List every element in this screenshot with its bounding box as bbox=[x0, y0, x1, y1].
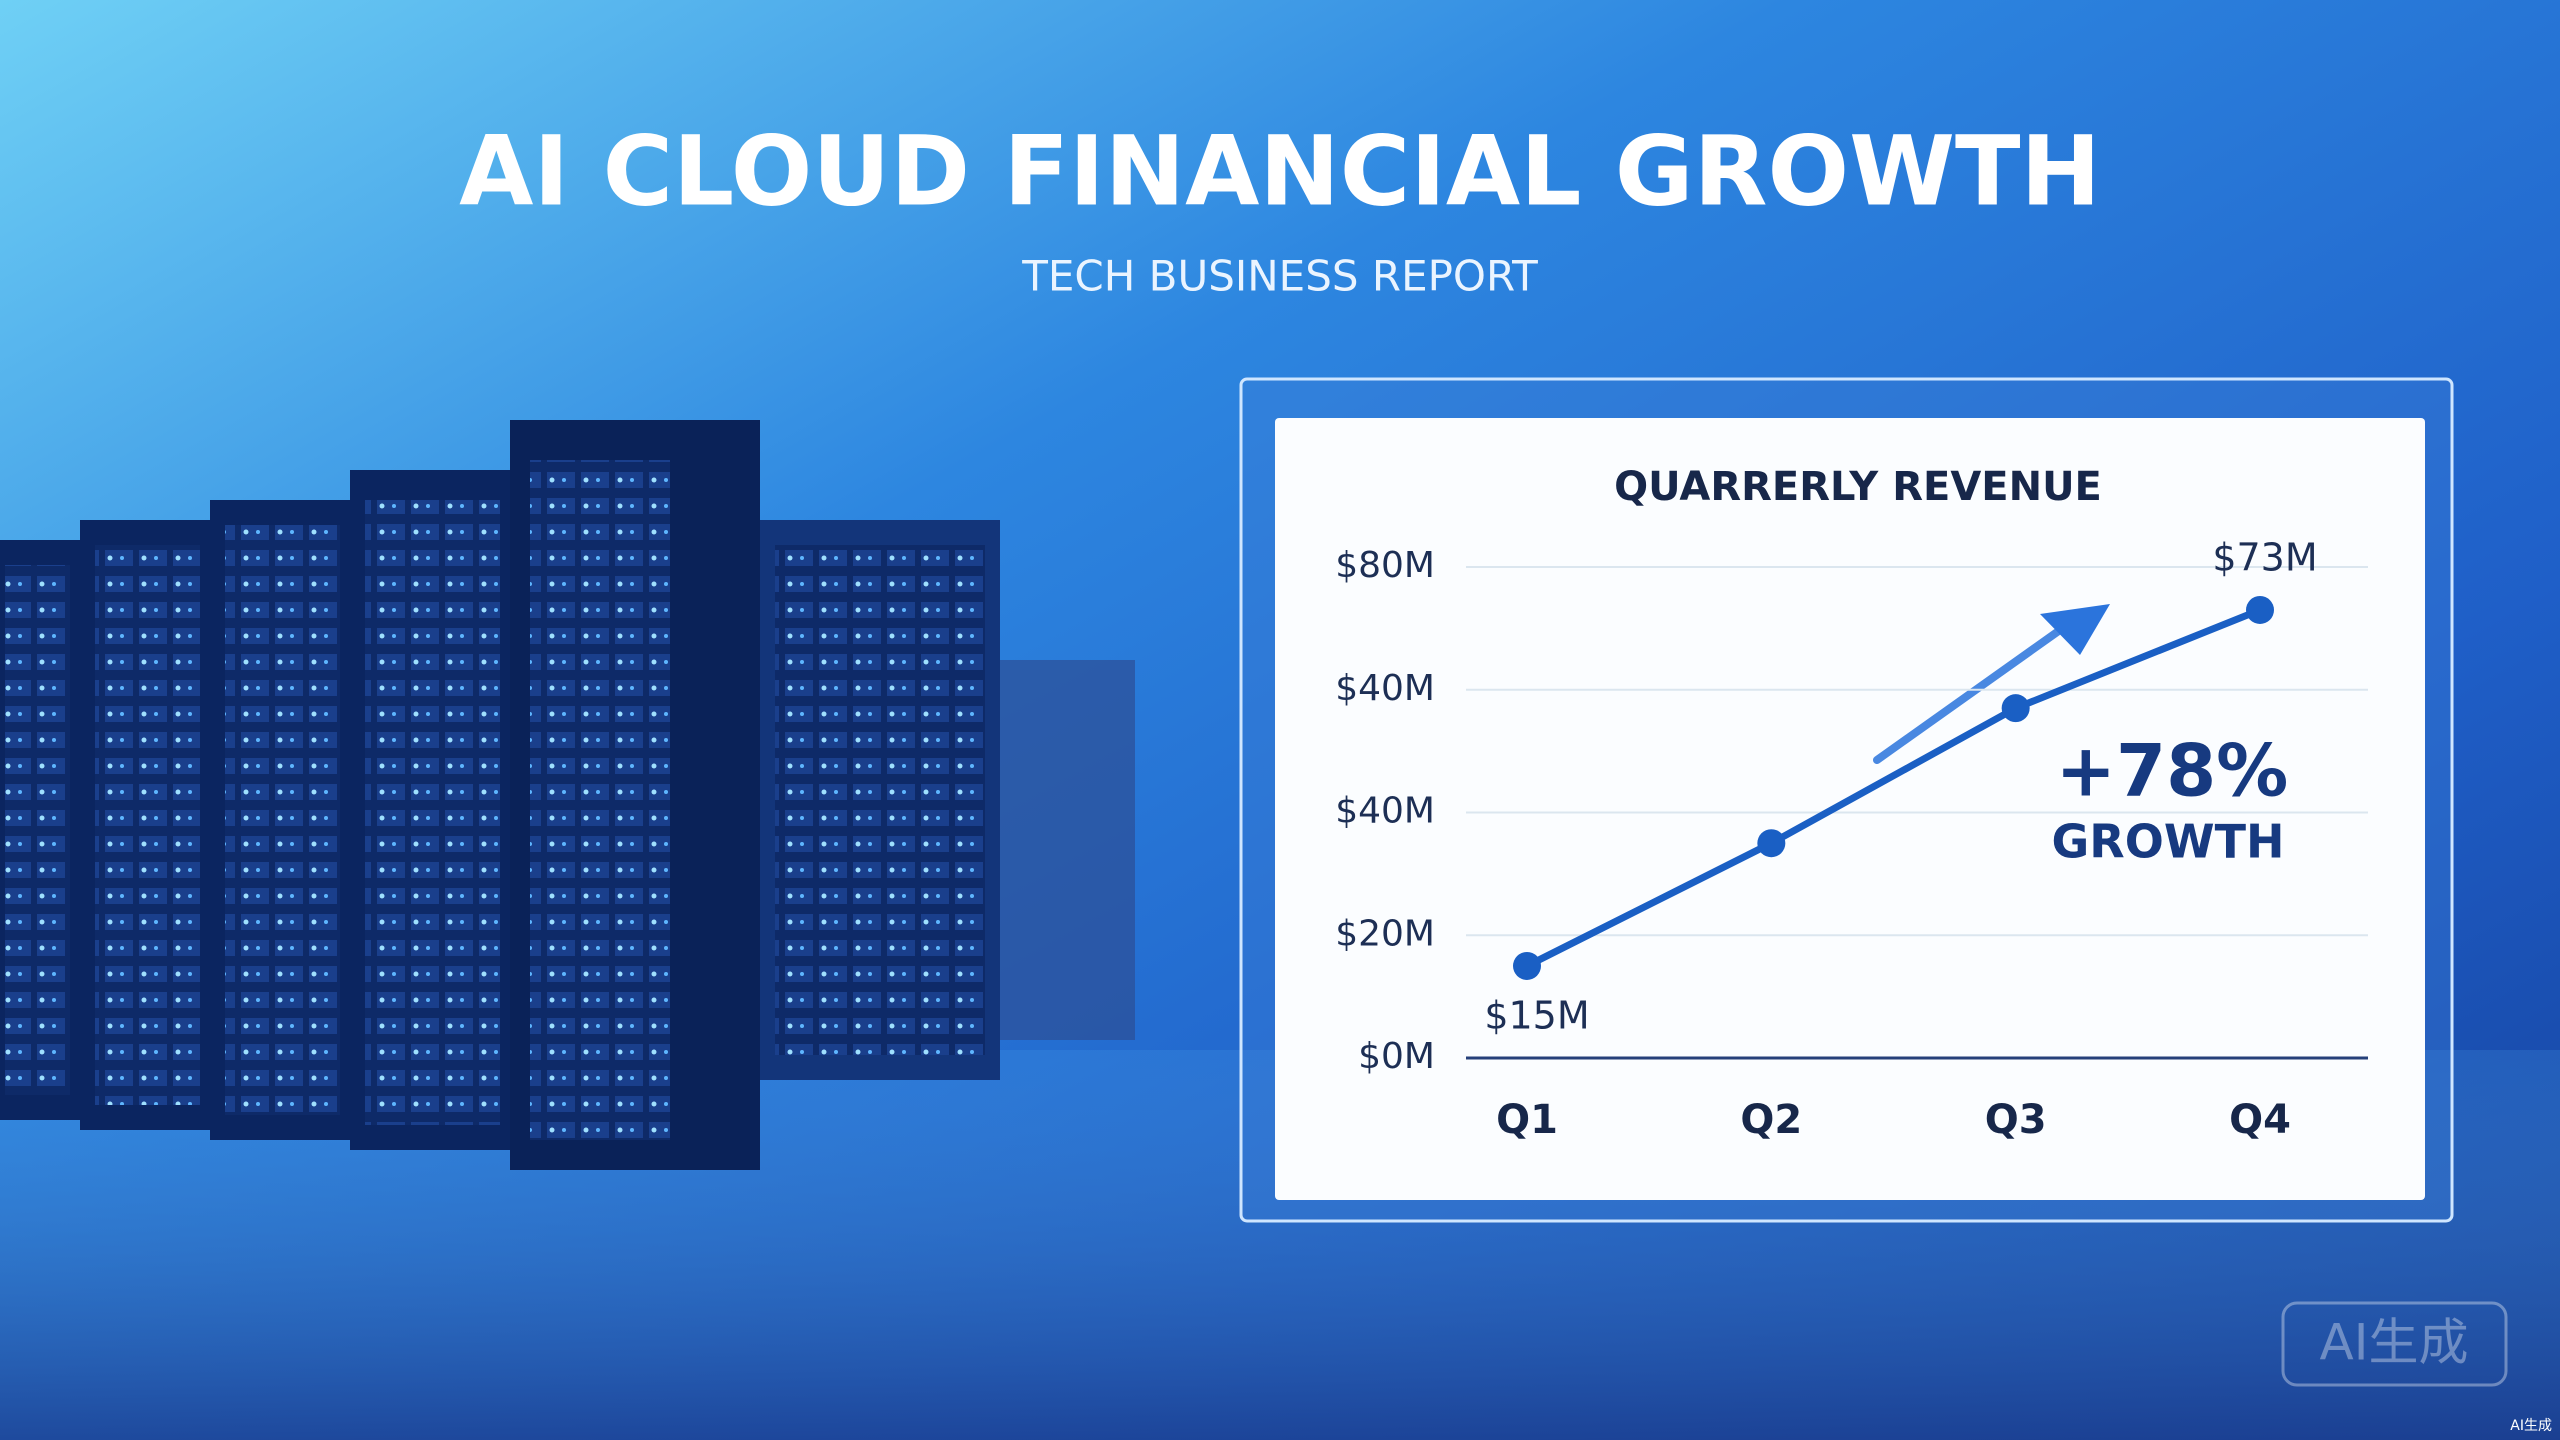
data-label: $15M bbox=[1484, 993, 1589, 1037]
server-racks bbox=[0, 420, 1135, 1170]
x-tick-label: Q3 bbox=[1985, 1097, 2047, 1143]
page-title: AI CLOUD FINANCIAL GROWTH bbox=[459, 115, 2101, 227]
y-tick-label: $40M bbox=[1335, 791, 1435, 832]
page-subtitle: TECH BUSINESS REPORT bbox=[1021, 252, 1538, 301]
chart-card bbox=[1275, 418, 2425, 1200]
watermark-text: AI生成 bbox=[2320, 1314, 2469, 1372]
data-point bbox=[1757, 829, 1786, 858]
watermark-badge bbox=[2281, 1301, 2508, 1387]
x-tick-label: Q4 bbox=[2229, 1097, 2291, 1143]
growth-label: GROWTH bbox=[2052, 815, 2285, 869]
y-tick-label: $20M bbox=[1335, 913, 1435, 954]
y-tick-label: $40M bbox=[1335, 668, 1435, 709]
data-label: $73M bbox=[2212, 535, 2317, 579]
data-point bbox=[2246, 595, 2274, 624]
revenue-line bbox=[1525, 606, 2262, 970]
y-tick-label: $80M bbox=[1335, 545, 1435, 586]
x-tick-label: Q2 bbox=[1740, 1097, 1802, 1143]
corner-mark: AI生成 bbox=[2510, 1418, 2552, 1434]
y-tick-label: $0M bbox=[1358, 1036, 1435, 1077]
data-point bbox=[1513, 951, 1541, 980]
growth-arrowhead bbox=[2040, 604, 2110, 655]
growth-percent: +78% bbox=[2056, 729, 2289, 813]
chart-title: QUARRERLY REVENUE bbox=[1614, 464, 2102, 510]
growth-arrow bbox=[1873, 626, 2064, 764]
x-tick-label: Q1 bbox=[1496, 1097, 1558, 1143]
data-point bbox=[2001, 694, 2030, 723]
